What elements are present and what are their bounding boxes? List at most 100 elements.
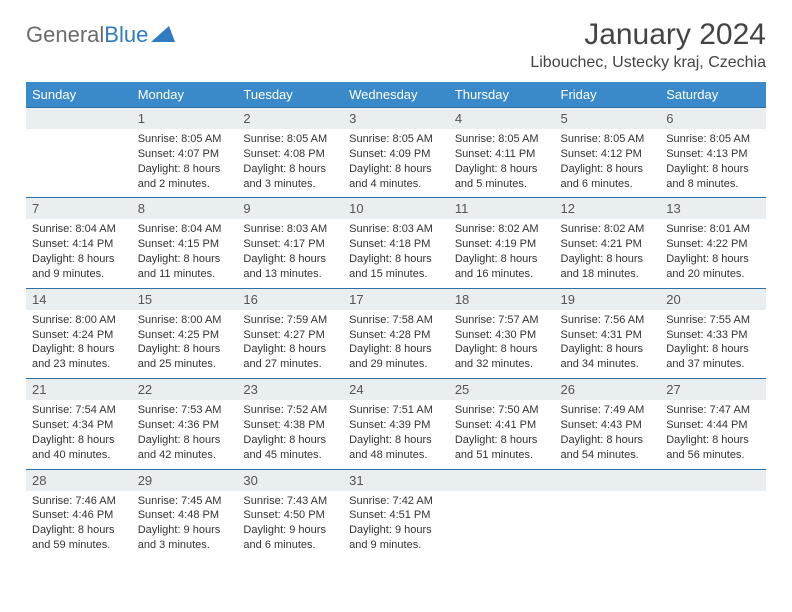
day-number-cell: 5 [555,108,661,130]
daylight-text: Daylight: 8 hours and 4 minutes. [349,162,443,192]
logo-triangle-icon [151,22,175,48]
day-detail-cell: Sunrise: 7:57 AMSunset: 4:30 PMDaylight:… [449,310,555,379]
daylight-text: Daylight: 8 hours and 48 minutes. [349,433,443,463]
page-header: GeneralBlue January 2024 Libouchec, Uste… [26,18,766,72]
day-number-cell: 7 [26,198,132,220]
daylight-text: Daylight: 8 hours and 40 minutes. [32,433,126,463]
day-number-cell: 19 [555,288,661,310]
sunrise-text: Sunrise: 7:59 AM [243,313,337,328]
day-detail-cell: Sunrise: 8:02 AMSunset: 4:21 PMDaylight:… [555,219,661,288]
sunset-text: Sunset: 4:27 PM [243,328,337,343]
sunset-text: Sunset: 4:51 PM [349,508,443,523]
day-number-cell: 13 [660,198,766,220]
weekday-header: Sunday [26,82,132,108]
daylight-text: Daylight: 8 hours and 34 minutes. [561,342,655,372]
sunrise-text: Sunrise: 8:05 AM [243,132,337,147]
sunrise-text: Sunrise: 8:02 AM [455,222,549,237]
day-number-cell: 12 [555,198,661,220]
sunset-text: Sunset: 4:09 PM [349,147,443,162]
weekday-header: Saturday [660,82,766,108]
sunrise-text: Sunrise: 7:47 AM [666,403,760,418]
sunset-text: Sunset: 4:39 PM [349,418,443,433]
sunset-text: Sunset: 4:28 PM [349,328,443,343]
day-number-cell: 27 [660,379,766,401]
day-detail-cell: Sunrise: 7:54 AMSunset: 4:34 PMDaylight:… [26,400,132,469]
day-detail-cell: Sunrise: 8:03 AMSunset: 4:17 PMDaylight:… [237,219,343,288]
sunset-text: Sunset: 4:13 PM [666,147,760,162]
day-number-cell [660,469,766,491]
daylight-text: Daylight: 8 hours and 45 minutes. [243,433,337,463]
daylight-text: Daylight: 8 hours and 25 minutes. [138,342,232,372]
day-detail-row: Sunrise: 7:46 AMSunset: 4:46 PMDaylight:… [26,491,766,559]
day-number-cell: 20 [660,288,766,310]
sunset-text: Sunset: 4:15 PM [138,237,232,252]
day-detail-cell: Sunrise: 8:05 AMSunset: 4:09 PMDaylight:… [343,129,449,198]
day-number-cell: 6 [660,108,766,130]
daylight-text: Daylight: 9 hours and 9 minutes. [349,523,443,553]
sunrise-text: Sunrise: 7:53 AM [138,403,232,418]
sunset-text: Sunset: 4:36 PM [138,418,232,433]
location-label: Libouchec, Ustecky kraj, Czechia [530,54,766,72]
daylight-text: Daylight: 8 hours and 27 minutes. [243,342,337,372]
sunrise-text: Sunrise: 8:02 AM [561,222,655,237]
day-detail-cell: Sunrise: 8:05 AMSunset: 4:13 PMDaylight:… [660,129,766,198]
sunset-text: Sunset: 4:50 PM [243,508,337,523]
day-number-cell: 18 [449,288,555,310]
day-detail-cell: Sunrise: 8:01 AMSunset: 4:22 PMDaylight:… [660,219,766,288]
sunset-text: Sunset: 4:33 PM [666,328,760,343]
sunrise-text: Sunrise: 7:58 AM [349,313,443,328]
sunrise-text: Sunrise: 8:05 AM [561,132,655,147]
daylight-text: Daylight: 8 hours and 51 minutes. [455,433,549,463]
daylight-text: Daylight: 8 hours and 6 minutes. [561,162,655,192]
sunrise-text: Sunrise: 7:43 AM [243,494,337,509]
day-number-cell: 31 [343,469,449,491]
daylight-text: Daylight: 8 hours and 5 minutes. [455,162,549,192]
day-number-cell: 22 [132,379,238,401]
sunset-text: Sunset: 4:21 PM [561,237,655,252]
daylight-text: Daylight: 8 hours and 42 minutes. [138,433,232,463]
day-detail-cell: Sunrise: 7:52 AMSunset: 4:38 PMDaylight:… [237,400,343,469]
sunrise-text: Sunrise: 8:00 AM [138,313,232,328]
day-detail-cell: Sunrise: 7:47 AMSunset: 4:44 PMDaylight:… [660,400,766,469]
day-number-cell: 24 [343,379,449,401]
daylight-text: Daylight: 8 hours and 23 minutes. [32,342,126,372]
day-detail-cell: Sunrise: 7:45 AMSunset: 4:48 PMDaylight:… [132,491,238,559]
daylight-text: Daylight: 9 hours and 3 minutes. [138,523,232,553]
day-detail-cell: Sunrise: 8:02 AMSunset: 4:19 PMDaylight:… [449,219,555,288]
sunrise-text: Sunrise: 7:52 AM [243,403,337,418]
daylight-text: Daylight: 8 hours and 37 minutes. [666,342,760,372]
weekday-header-row: Sunday Monday Tuesday Wednesday Thursday… [26,82,766,108]
day-number-row: 123456 [26,108,766,130]
daylight-text: Daylight: 9 hours and 6 minutes. [243,523,337,553]
day-number-cell: 14 [26,288,132,310]
daylight-text: Daylight: 8 hours and 54 minutes. [561,433,655,463]
day-number-cell: 11 [449,198,555,220]
sunrise-text: Sunrise: 8:05 AM [138,132,232,147]
day-number-row: 78910111213 [26,198,766,220]
sunrise-text: Sunrise: 7:49 AM [561,403,655,418]
calendar-table: Sunday Monday Tuesday Wednesday Thursday… [26,82,766,559]
sunrise-text: Sunrise: 7:42 AM [349,494,443,509]
day-number-row: 21222324252627 [26,379,766,401]
day-number-cell: 29 [132,469,238,491]
weekday-header: Thursday [449,82,555,108]
day-number-row: 28293031 [26,469,766,491]
sunrise-text: Sunrise: 8:03 AM [349,222,443,237]
day-detail-cell: Sunrise: 8:05 AMSunset: 4:12 PMDaylight:… [555,129,661,198]
sunset-text: Sunset: 4:22 PM [666,237,760,252]
day-detail-cell: Sunrise: 8:04 AMSunset: 4:14 PMDaylight:… [26,219,132,288]
sunset-text: Sunset: 4:14 PM [32,237,126,252]
weekday-header: Tuesday [237,82,343,108]
day-number-cell [555,469,661,491]
day-number-cell: 8 [132,198,238,220]
day-number-row: 14151617181920 [26,288,766,310]
daylight-text: Daylight: 8 hours and 59 minutes. [32,523,126,553]
day-detail-cell [26,129,132,198]
day-number-cell: 1 [132,108,238,130]
daylight-text: Daylight: 8 hours and 15 minutes. [349,252,443,282]
day-number-cell: 23 [237,379,343,401]
day-number-cell: 30 [237,469,343,491]
daylight-text: Daylight: 8 hours and 8 minutes. [666,162,760,192]
sunset-text: Sunset: 4:38 PM [243,418,337,433]
sunrise-text: Sunrise: 7:55 AM [666,313,760,328]
